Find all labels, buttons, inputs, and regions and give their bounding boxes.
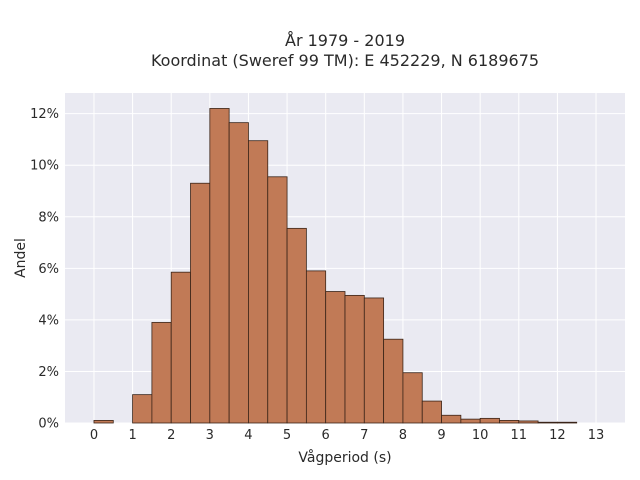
histogram-bar [421, 400, 442, 424]
x-tick-label: 7 [360, 428, 368, 443]
histogram-bar [190, 182, 211, 424]
histogram-bar [132, 394, 153, 424]
histogram-bar [460, 418, 481, 424]
histogram-bar [151, 322, 172, 424]
y-tick-label: 10% [30, 159, 59, 174]
chart-title: År 1979 - 2019 [285, 31, 405, 50]
histogram-bar [402, 372, 423, 424]
x-tick-label: 1 [128, 428, 136, 443]
histogram-bar [267, 176, 288, 424]
histogram-bar [383, 338, 404, 424]
histogram-bar [93, 420, 114, 424]
y-axis-ticks: 0% 2% 4% 6% 8% 10% 12% [30, 107, 59, 431]
histogram-bar [248, 140, 269, 424]
y-tick-label: 12% [30, 107, 59, 122]
x-tick-label: 13 [588, 428, 605, 443]
histogram-bar [344, 294, 365, 424]
chart-subtitle: Koordinat (Sweref 99 TM): E 452229, N 61… [151, 51, 539, 70]
y-tick-label: 2% [38, 365, 59, 380]
x-tick-label: 4 [244, 428, 252, 443]
x-axis-label: Vågperiod (s) [298, 449, 391, 466]
y-axis-label: Andel [13, 238, 29, 278]
x-tick-label: 10 [472, 428, 489, 443]
histogram-bar [363, 297, 385, 424]
x-tick-label: 6 [322, 428, 330, 443]
y-tick-label: 4% [38, 313, 59, 328]
histogram-bar [228, 122, 249, 424]
y-tick-label: 8% [38, 210, 59, 225]
x-tick-label: 5 [283, 428, 291, 443]
histogram-bar [209, 108, 230, 424]
y-tick-label: 0% [38, 417, 59, 432]
y-tick-label: 6% [38, 262, 59, 277]
histogram-bar [537, 421, 558, 424]
histogram-bar [305, 270, 327, 424]
bars [93, 108, 578, 424]
x-axis-ticks: 0 1 2 3 4 5 6 7 8 9 10 11 12 13 [90, 428, 604, 443]
x-tick-label: 3 [206, 428, 214, 443]
x-tick-label: 2 [167, 428, 175, 443]
histogram-bar [499, 420, 520, 424]
histogram-bar [286, 227, 307, 424]
histogram-bar [518, 420, 539, 424]
histogram-bar [479, 417, 500, 424]
x-tick-label: 11 [511, 428, 528, 443]
x-tick-label: 8 [399, 428, 407, 443]
x-tick-label: 0 [90, 428, 98, 443]
x-tick-label: 12 [549, 428, 566, 443]
histogram-bar [557, 421, 578, 424]
histogram-bar [325, 291, 346, 424]
x-tick-label: 9 [437, 428, 445, 443]
histogram-bar [170, 271, 191, 424]
histogram-bar [441, 414, 462, 424]
